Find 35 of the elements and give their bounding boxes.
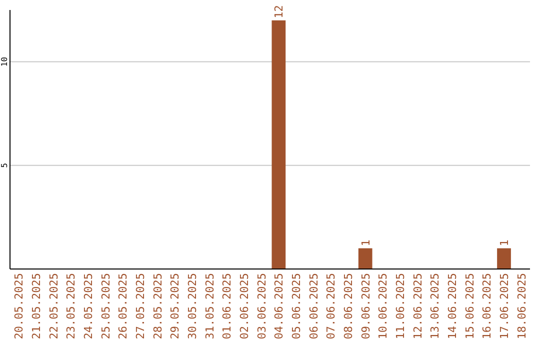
x-tick-label: 09.06.2025 <box>359 273 372 340</box>
x-tick-label: 27.05.2025 <box>134 273 147 340</box>
x-tick-label: 04.06.2025 <box>272 273 286 340</box>
x-tick-label: 16.06.2025 <box>480 273 494 340</box>
x-tick-label: 08.06.2025 <box>342 273 355 340</box>
x-tick-label: 23.05.2025 <box>64 273 78 340</box>
x-tick-label: 20.05.2025 <box>12 273 26 340</box>
x-tick-label: 01.06.2025 <box>220 273 234 340</box>
x-tick-label: 14.06.2025 <box>446 273 459 340</box>
x-tick-label: 13.06.2025 <box>428 273 442 340</box>
x-tick-label: 26.05.2025 <box>116 273 130 340</box>
x-tick-label: 31.05.2025 <box>203 273 216 340</box>
x-tick-label: 17.06.2025 <box>498 273 511 340</box>
data-label: 1 <box>359 240 372 246</box>
y-tick-label: 5 <box>0 162 9 168</box>
x-tick-label: 28.05.2025 <box>151 273 164 340</box>
x-tick-label: 10.06.2025 <box>376 273 390 340</box>
x-tick-label: 25.05.2025 <box>99 273 112 340</box>
x-tick-label: 29.05.2025 <box>168 273 182 340</box>
x-tick-label: 24.05.2025 <box>82 273 95 340</box>
x-tick-label: 03.06.2025 <box>255 273 268 340</box>
x-tick-label: 05.06.2025 <box>290 273 303 340</box>
x-tick-label: 07.06.2025 <box>324 273 338 340</box>
x-tick-label: 18.06.2025 <box>515 273 528 340</box>
x-tick-label: 06.06.2025 <box>307 273 320 340</box>
x-tick-label: 30.05.2025 <box>186 273 199 340</box>
x-tick-label: 11.06.2025 <box>394 273 407 340</box>
data-label: 12 <box>272 5 286 18</box>
x-tick-label: 22.05.2025 <box>47 273 60 340</box>
x-tick-label: 21.05.2025 <box>30 273 43 340</box>
x-tick-label: 12.06.2025 <box>411 273 424 340</box>
data-label: 1 <box>498 240 511 246</box>
y-tick-label: 10 <box>0 56 9 67</box>
x-tick-label: 15.06.2025 <box>463 273 476 340</box>
x-tick-label: 02.06.2025 <box>238 273 251 340</box>
